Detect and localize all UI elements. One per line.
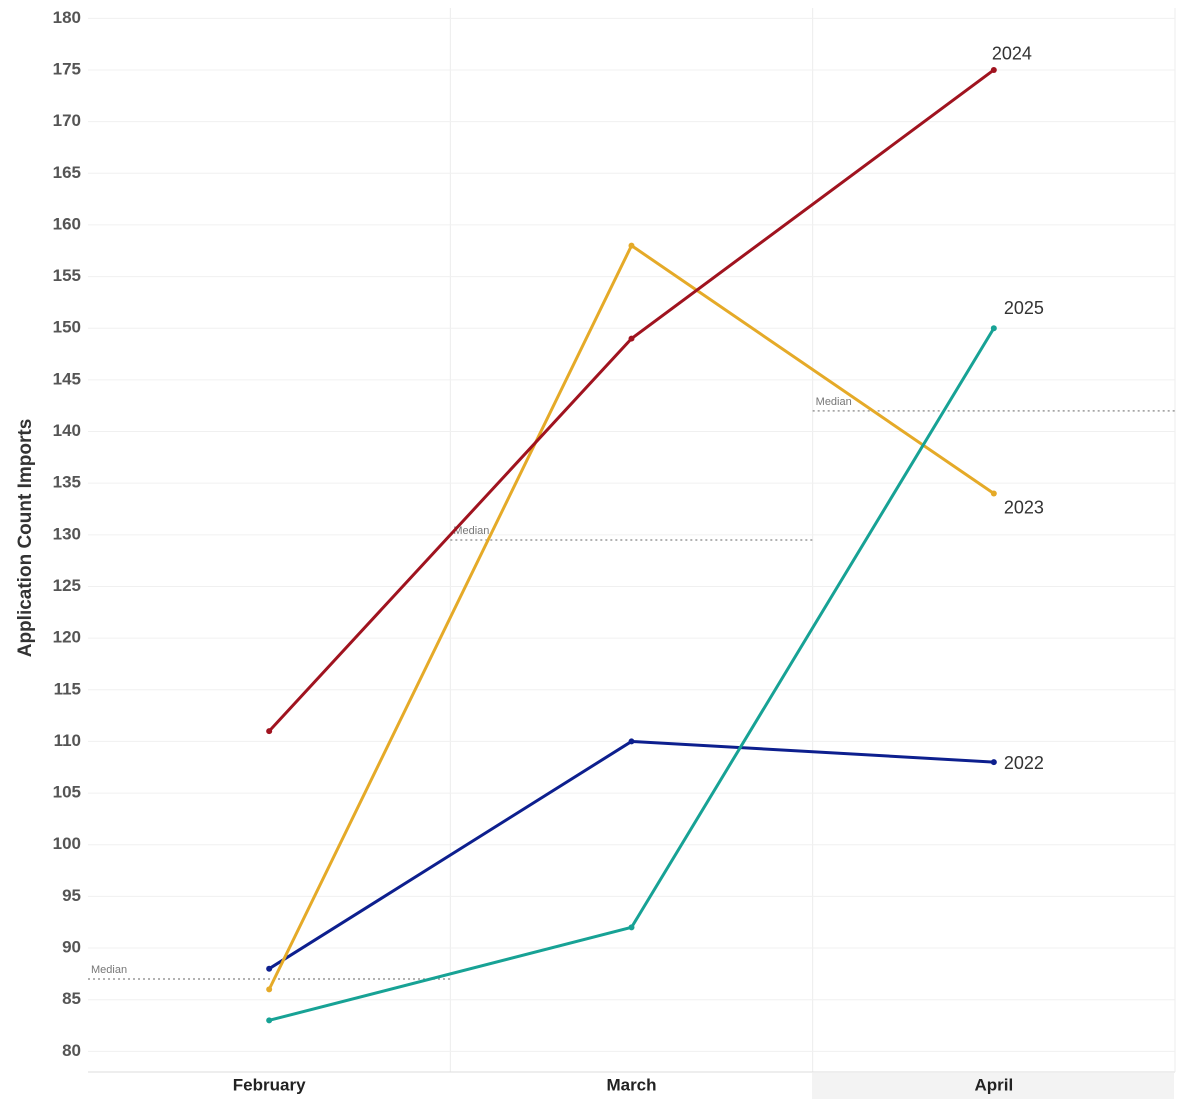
point	[628, 242, 635, 249]
median-label: Median	[453, 525, 489, 537]
y-tick-label: 160	[53, 214, 81, 233]
point	[266, 1017, 273, 1024]
series-line	[268, 739, 994, 970]
series-line	[268, 68, 995, 733]
y-tick-label: 110	[54, 731, 81, 750]
y-tick-label: 145	[53, 369, 81, 388]
series-line	[267, 243, 995, 991]
y-tick-label: 115	[54, 679, 81, 698]
x-tick-label: February	[233, 1075, 306, 1094]
highlight-band	[812, 1073, 1174, 1099]
y-tick-label: 125	[53, 576, 81, 595]
point	[628, 335, 635, 342]
y-tick-label: 95	[62, 886, 81, 905]
point	[990, 759, 997, 766]
point	[990, 325, 997, 332]
y-tick-label: 155	[53, 266, 81, 285]
point	[266, 986, 273, 993]
x-tick-label: March	[606, 1075, 656, 1094]
series-label: 2023	[1004, 497, 1044, 517]
y-tick-label: 105	[53, 783, 81, 802]
y-tick-label: 165	[53, 163, 81, 182]
y-tick-label: 170	[53, 111, 81, 130]
median-label: Median	[816, 396, 852, 408]
y-tick-label: 80	[62, 1041, 81, 1060]
y-tick-label: 135	[53, 473, 81, 492]
point	[628, 924, 635, 931]
y-tick-label: 100	[53, 834, 81, 853]
y-tick-label: 140	[53, 421, 81, 440]
point	[266, 728, 273, 735]
y-tick-label: 130	[53, 524, 81, 543]
y-tick-label: 175	[53, 59, 81, 78]
series-label: 2022	[1004, 753, 1044, 773]
point	[266, 965, 273, 972]
y-tick-label: 85	[62, 989, 81, 1008]
y-tick-label: 150	[53, 318, 81, 337]
y-tick-label: 120	[53, 628, 81, 647]
series-label: 2024	[992, 44, 1032, 64]
y-tick-label: 180	[53, 8, 81, 27]
x-tick-label: April	[974, 1075, 1013, 1094]
y-axis-label: Application Count Imports	[15, 419, 36, 658]
series-label: 2025	[1004, 298, 1044, 318]
point	[990, 66, 997, 73]
point	[628, 738, 635, 745]
series-line	[268, 327, 996, 1022]
point	[990, 490, 997, 497]
y-tick-label: 90	[62, 938, 81, 957]
median-label: Median	[91, 964, 127, 976]
